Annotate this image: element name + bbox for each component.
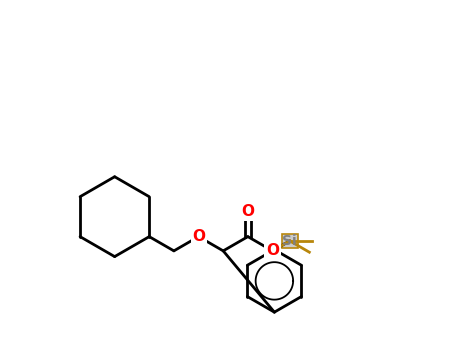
FancyBboxPatch shape bbox=[282, 234, 298, 247]
Text: O: O bbox=[192, 229, 205, 244]
Text: Si: Si bbox=[283, 234, 297, 248]
Text: O: O bbox=[266, 243, 279, 258]
Text: O: O bbox=[241, 204, 254, 219]
